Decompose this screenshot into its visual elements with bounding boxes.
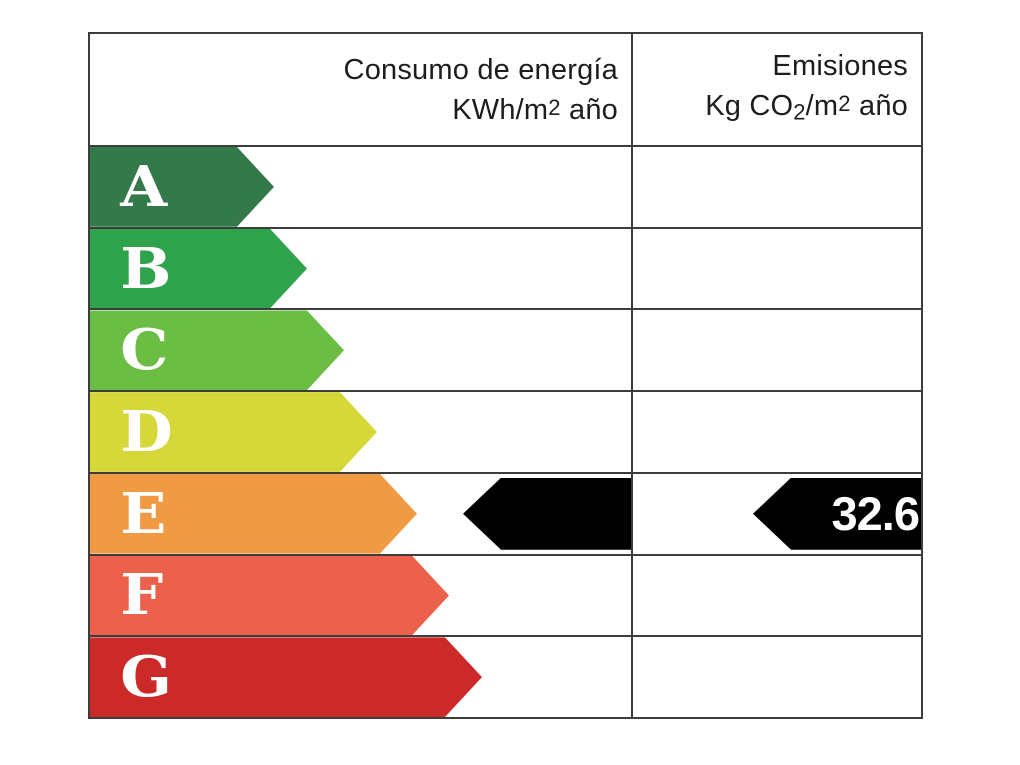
rating-letter: B xyxy=(120,235,172,302)
consumption-cell: F xyxy=(90,555,633,636)
consumption-cell: B xyxy=(90,228,633,309)
rating-letter: E xyxy=(120,480,167,547)
rating-letter: D xyxy=(120,399,173,466)
emissions-value: 32.6 xyxy=(831,487,920,541)
rating-row-a: A 32.6 xyxy=(90,147,921,229)
emissions-cell: 32.6 xyxy=(633,310,921,390)
consumption-cell: E xyxy=(90,473,633,554)
emissions-units: Kg CO2/m2 año xyxy=(705,90,908,125)
emissions-cell: 32.6 xyxy=(633,392,921,472)
rating-arrow: D xyxy=(90,392,377,472)
subscript-2: 2 xyxy=(793,99,806,125)
superscript-2: 2 xyxy=(838,91,851,117)
rating-row-d: D 32.6 xyxy=(90,392,921,474)
rating-arrow: B xyxy=(90,229,307,309)
header-row: Consumo de energía KWh/m2 año Emisiones … xyxy=(90,34,921,147)
rating-arrow: G xyxy=(90,637,482,717)
header-emissions: Emisiones Kg CO2/m2 año xyxy=(633,34,921,145)
rating-arrow: E xyxy=(90,474,417,554)
emissions-cell: 32.6 xyxy=(633,147,921,227)
rating-letter: C xyxy=(120,317,169,384)
consumption-cell: A xyxy=(90,147,633,227)
rating-row-b: B 32.6 xyxy=(90,228,921,311)
consumption-indicator-arrow xyxy=(463,477,631,550)
consumption-units: KWh/m2 año xyxy=(452,93,618,126)
consumption-cell: G xyxy=(90,637,633,718)
consumption-cell: C xyxy=(90,310,633,391)
emissions-cell: 32.6 xyxy=(633,229,921,309)
consumption-cell: D xyxy=(90,392,633,472)
rating-letter: A xyxy=(120,153,168,220)
rating-letter: G xyxy=(120,644,172,711)
emissions-cell: 32.6 xyxy=(633,474,921,554)
superscript-2: 2 xyxy=(548,94,561,120)
rating-row-g: G 32.6 xyxy=(90,637,921,718)
rating-arrow: C xyxy=(90,310,344,390)
emissions-title: Emisiones xyxy=(772,50,908,83)
emissions-cell: 32.6 xyxy=(633,637,921,717)
emissions-indicator-arrow: 32.6 xyxy=(753,477,921,550)
energy-label-table: Consumo de energía KWh/m2 año Emisiones … xyxy=(88,32,923,719)
rating-arrow: A xyxy=(90,147,274,227)
rating-row-f: F 32.6 xyxy=(90,555,921,638)
rating-row-c: C 32.6 xyxy=(90,310,921,393)
rating-row-e: E 32.6 xyxy=(90,473,921,556)
emissions-cell: 32.6 xyxy=(633,556,921,636)
consumption-title: Consumo de energía xyxy=(343,53,618,86)
header-consumption: Consumo de energía KWh/m2 año xyxy=(90,34,633,145)
rating-letter: F xyxy=(120,562,164,629)
rating-arrow: F xyxy=(90,556,449,636)
